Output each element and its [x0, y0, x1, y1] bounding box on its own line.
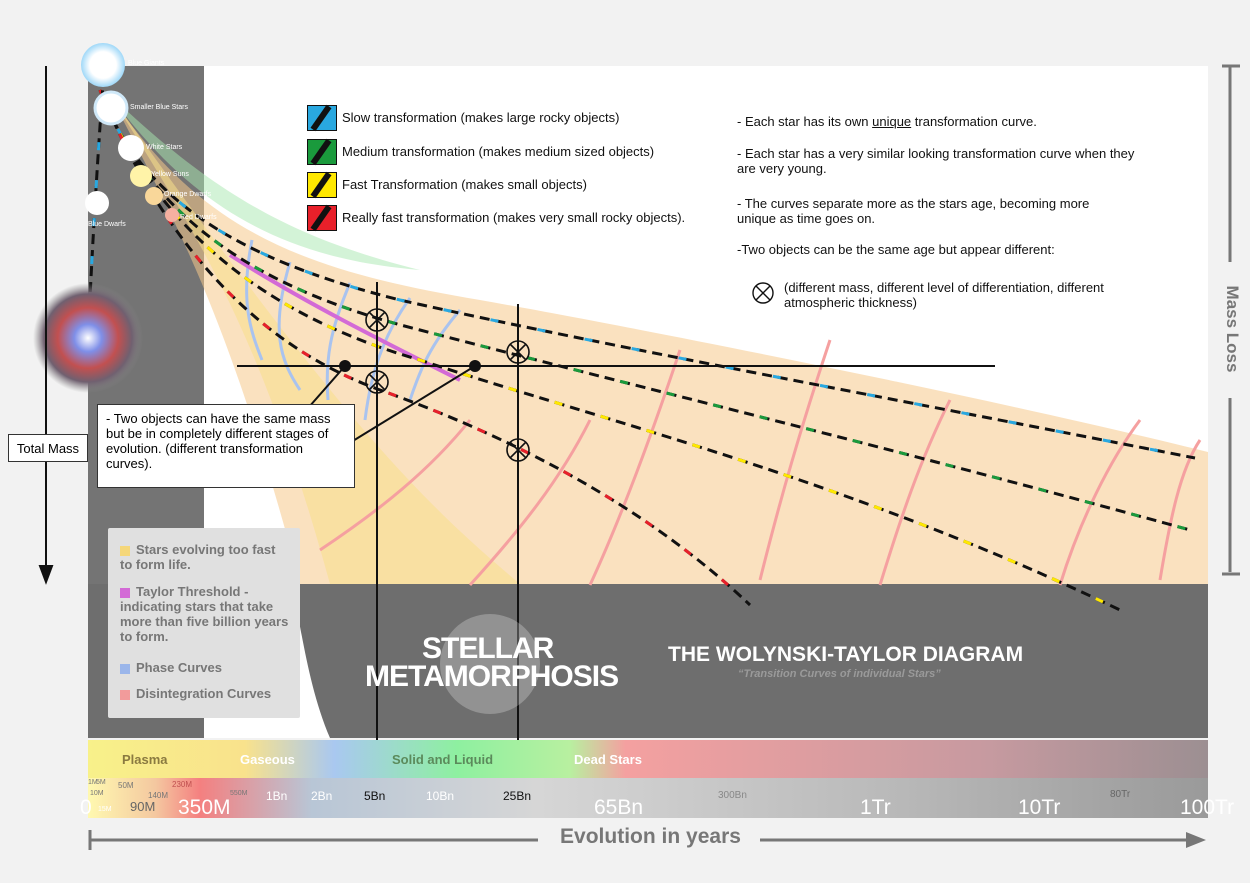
scale-90m: 90M — [130, 799, 156, 814]
transformation-curves — [86, 69, 1196, 612]
disintegration-curves — [319, 339, 1202, 587]
total-mass-label: Total Mass — [8, 434, 88, 462]
same-mass-markers — [339, 360, 481, 372]
phase-dead-stars: Dead Stars — [574, 752, 642, 767]
star-label-yellow-suns: Yellow Suns — [151, 171, 189, 178]
white-star-icon — [118, 135, 144, 161]
scale-15m: 15M — [98, 806, 112, 813]
yellow-sun-icon — [130, 165, 152, 187]
scale-10bn: 10Bn — [426, 789, 455, 803]
taylor-swatch — [120, 587, 130, 598]
scale-65bn: 65Bn — [594, 796, 644, 819]
phase-strip — [88, 740, 1208, 778]
total-mass-arrow — [38, 66, 54, 585]
phase-solid-liquid: Solid and Liquid — [392, 752, 494, 767]
scale-10m: 10M — [90, 790, 104, 797]
scale-1tr: 1Tr — [860, 796, 891, 819]
taylor-threshold-line — [228, 253, 461, 382]
scale-1bn: 1Bn — [266, 789, 288, 803]
scale-2bn: 2Bn — [311, 789, 333, 803]
planetary-nebula-icon — [33, 283, 143, 393]
scale-550m: 550M — [230, 790, 248, 797]
scale-350m: 350M — [178, 796, 231, 819]
legend-fast-label: Fast Transformation (makes small objects… — [342, 177, 587, 192]
scale-80tr: 80Tr — [1110, 789, 1131, 800]
legend-medium-label: Medium transformation (makes medium size… — [342, 144, 655, 159]
orange-dwarf-icon — [145, 187, 163, 205]
star-label-blue-dwarfs: Blue Dwarfs — [88, 221, 126, 228]
diagram-subtitle: “Transition Curves of individual Stars” — [738, 668, 941, 680]
legend-slow-label: Slow transformation (makes large rocky o… — [342, 110, 620, 125]
note-separate: - The curves separate more as the stars … — [737, 196, 1090, 226]
scale-230m: 230M — [172, 780, 193, 789]
legend-disintegration-curves: Disintegration Curves — [120, 686, 290, 701]
note-different: (different mass, different level of diff… — [784, 280, 1104, 310]
evolution-axis-label: Evolution in years — [560, 825, 741, 848]
red-dwarf-icon — [165, 208, 179, 222]
smaller-blue-star-icon — [93, 90, 129, 126]
star-label-red-dwarfs: Red Dwarfs — [180, 214, 217, 221]
same-mass-callout: - Two objects can have the same mass but… — [97, 404, 355, 488]
disintegration-swatch — [120, 689, 130, 700]
star-label-orange-dwarfs: Orange Dwarfs — [164, 191, 212, 198]
legend-taylor-threshold: Taylor Threshold - indicating stars that… — [120, 584, 289, 644]
fast-life-swatch — [120, 545, 130, 556]
mass-loss-label: Mass Loss — [1223, 285, 1242, 373]
star-icons — [33, 43, 179, 393]
blue-giant-star-icon — [81, 43, 125, 87]
legend-fast-life: Stars evolving too fast to form life. — [120, 542, 276, 572]
logo-circle — [440, 614, 540, 714]
really-fast-swatch — [307, 204, 337, 232]
note-young: - Each star has a very similar looking t… — [737, 146, 1135, 176]
scale-25bn: 25Bn — [503, 789, 532, 803]
fast-swatch — [307, 171, 337, 199]
scale-300bn: 300Bn — [718, 790, 747, 801]
star-label-white-stars: White Stars — [146, 144, 183, 151]
scale-140m: 140M — [148, 791, 169, 800]
note-unique: - Each star has its own unique transform… — [737, 114, 1037, 129]
slow-swatch — [307, 104, 337, 132]
star-label-smaller-blue-stars: Smaller Blue Stars — [130, 104, 188, 111]
time-scale-bar — [88, 778, 1208, 818]
phase-gaseous: Gaseous — [240, 752, 295, 767]
same-age-markers — [365, 308, 530, 462]
cross-circle-icon — [752, 282, 774, 304]
diagram-title: THE WOLYNSKI-TAYLOR DIAGRAM — [668, 643, 1024, 666]
scale-1m-a: 1M — [88, 779, 98, 786]
scale-5bn: 5Bn — [364, 789, 386, 803]
note-same-age: -Two objects can be the same age but app… — [737, 242, 1055, 257]
scale-50m: 50M — [118, 781, 134, 790]
lower-legend: Stars evolving too fast to form life. Ta… — [108, 528, 300, 718]
scale-10tr: 10Tr — [1018, 796, 1061, 819]
logo-metamorphosis: METAMORPHOSIS — [365, 660, 619, 693]
medium-swatch — [307, 138, 337, 166]
scale-0: 0 — [80, 796, 92, 819]
evolution-arrow — [88, 830, 1206, 850]
legend-phase-curves: Phase Curves — [120, 660, 290, 675]
logo-stellar: STELLAR — [422, 632, 554, 665]
legend-really-fast-label: Really fast transformation (makes very s… — [342, 210, 686, 225]
phase-plasma: Plasma — [122, 752, 168, 767]
scale-5m: 5M — [96, 779, 106, 786]
star-label-blue-giants: Blue Giants — [128, 60, 165, 67]
mass-loss-bracket — [1222, 64, 1240, 576]
blue-dwarf-icon — [85, 191, 109, 215]
scale-100tr: 100Tr — [1180, 796, 1235, 819]
phase-swatch — [120, 663, 130, 674]
